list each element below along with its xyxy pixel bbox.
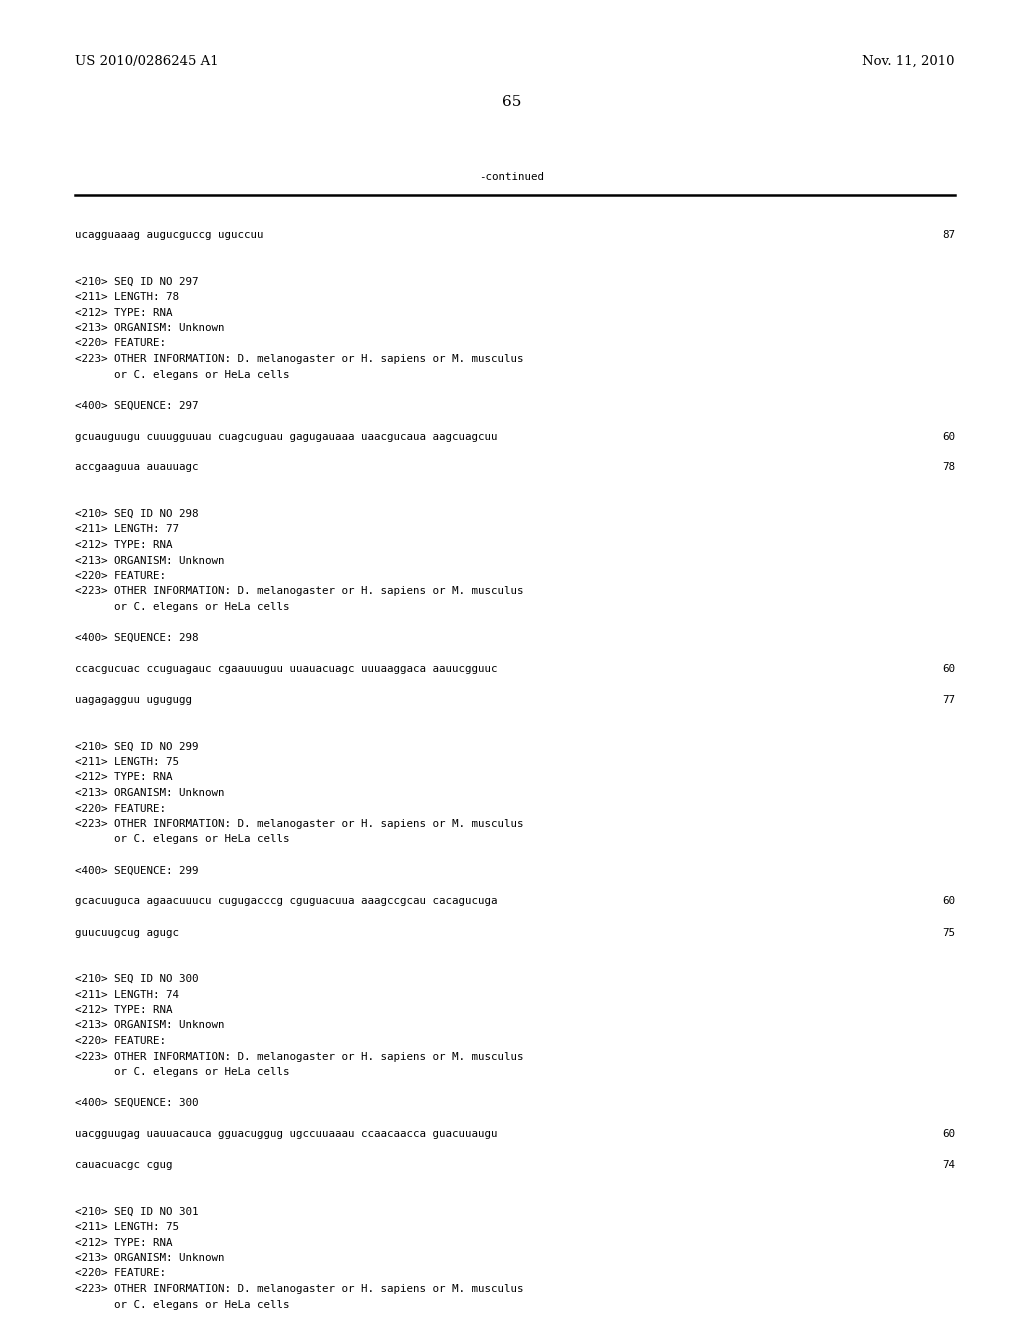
Text: <210> SEQ ID NO 300: <210> SEQ ID NO 300 — [75, 974, 199, 983]
Text: <212> TYPE: RNA: <212> TYPE: RNA — [75, 1005, 172, 1015]
Text: <213> ORGANISM: Unknown: <213> ORGANISM: Unknown — [75, 1253, 224, 1263]
Text: <223> OTHER INFORMATION: D. melanogaster or H. sapiens or M. musculus: <223> OTHER INFORMATION: D. melanogaster… — [75, 586, 523, 597]
Text: gcuauguugu cuuugguuau cuagcuguau gagugauaaa uaacgucaua aagcuagcuu: gcuauguugu cuuugguuau cuagcuguau gagugau… — [75, 432, 498, 441]
Text: <223> OTHER INFORMATION: D. melanogaster or H. sapiens or M. musculus: <223> OTHER INFORMATION: D. melanogaster… — [75, 1284, 523, 1294]
Text: <400> SEQUENCE: 299: <400> SEQUENCE: 299 — [75, 866, 199, 875]
Text: <211> LENGTH: 77: <211> LENGTH: 77 — [75, 524, 179, 535]
Text: 78: 78 — [942, 462, 955, 473]
Text: <220> FEATURE:: <220> FEATURE: — [75, 1269, 166, 1279]
Text: 60: 60 — [942, 664, 955, 675]
Text: cauacuacgc cgug: cauacuacgc cgug — [75, 1160, 172, 1170]
Text: 87: 87 — [942, 230, 955, 240]
Text: <213> ORGANISM: Unknown: <213> ORGANISM: Unknown — [75, 556, 224, 565]
Text: or C. elegans or HeLa cells: or C. elegans or HeLa cells — [75, 1299, 290, 1309]
Text: 60: 60 — [942, 432, 955, 441]
Text: <213> ORGANISM: Unknown: <213> ORGANISM: Unknown — [75, 323, 224, 333]
Text: or C. elegans or HeLa cells: or C. elegans or HeLa cells — [75, 370, 290, 380]
Text: <223> OTHER INFORMATION: D. melanogaster or H. sapiens or M. musculus: <223> OTHER INFORMATION: D. melanogaster… — [75, 354, 523, 364]
Text: <210> SEQ ID NO 301: <210> SEQ ID NO 301 — [75, 1206, 199, 1217]
Text: accgaaguua auauuagc: accgaaguua auauuagc — [75, 462, 199, 473]
Text: <212> TYPE: RNA: <212> TYPE: RNA — [75, 540, 172, 550]
Text: 60: 60 — [942, 1129, 955, 1139]
Text: <400> SEQUENCE: 298: <400> SEQUENCE: 298 — [75, 634, 199, 643]
Text: 74: 74 — [942, 1160, 955, 1170]
Text: <223> OTHER INFORMATION: D. melanogaster or H. sapiens or M. musculus: <223> OTHER INFORMATION: D. melanogaster… — [75, 1052, 523, 1061]
Text: <211> LENGTH: 78: <211> LENGTH: 78 — [75, 292, 179, 302]
Text: <210> SEQ ID NO 297: <210> SEQ ID NO 297 — [75, 276, 199, 286]
Text: <220> FEATURE:: <220> FEATURE: — [75, 572, 166, 581]
Text: <213> ORGANISM: Unknown: <213> ORGANISM: Unknown — [75, 1020, 224, 1031]
Text: <211> LENGTH: 75: <211> LENGTH: 75 — [75, 1222, 179, 1232]
Text: Nov. 11, 2010: Nov. 11, 2010 — [862, 55, 955, 69]
Text: or C. elegans or HeLa cells: or C. elegans or HeLa cells — [75, 834, 290, 845]
Text: ucagguaaag augucguccg uguccuu: ucagguaaag augucguccg uguccuu — [75, 230, 263, 240]
Text: 60: 60 — [942, 896, 955, 907]
Text: or C. elegans or HeLa cells: or C. elegans or HeLa cells — [75, 1067, 290, 1077]
Text: 75: 75 — [942, 928, 955, 937]
Text: <211> LENGTH: 75: <211> LENGTH: 75 — [75, 756, 179, 767]
Text: <212> TYPE: RNA: <212> TYPE: RNA — [75, 772, 172, 783]
Text: uagagagguu ugugugg: uagagagguu ugugugg — [75, 696, 193, 705]
Text: 77: 77 — [942, 696, 955, 705]
Text: 65: 65 — [503, 95, 521, 110]
Text: <400> SEQUENCE: 297: <400> SEQUENCE: 297 — [75, 400, 199, 411]
Text: <212> TYPE: RNA: <212> TYPE: RNA — [75, 1238, 172, 1247]
Text: <213> ORGANISM: Unknown: <213> ORGANISM: Unknown — [75, 788, 224, 799]
Text: <220> FEATURE:: <220> FEATURE: — [75, 1036, 166, 1045]
Text: <212> TYPE: RNA: <212> TYPE: RNA — [75, 308, 172, 318]
Text: <211> LENGTH: 74: <211> LENGTH: 74 — [75, 990, 179, 999]
Text: guucuugcug agugc: guucuugcug agugc — [75, 928, 179, 937]
Text: <220> FEATURE:: <220> FEATURE: — [75, 804, 166, 813]
Text: <220> FEATURE:: <220> FEATURE: — [75, 338, 166, 348]
Text: US 2010/0286245 A1: US 2010/0286245 A1 — [75, 55, 219, 69]
Text: <223> OTHER INFORMATION: D. melanogaster or H. sapiens or M. musculus: <223> OTHER INFORMATION: D. melanogaster… — [75, 818, 523, 829]
Text: <400> SEQUENCE: 300: <400> SEQUENCE: 300 — [75, 1098, 199, 1107]
Text: uacgguugag uauuacauca gguacuggug ugccuuaaau ccaacaacca guacuuaugu: uacgguugag uauuacauca gguacuggug ugccuua… — [75, 1129, 498, 1139]
Text: gcacuuguca agaacuuucu cugugacccg cguguacuua aaagccgcau cacagucuga: gcacuuguca agaacuuucu cugugacccg cguguac… — [75, 896, 498, 907]
Text: or C. elegans or HeLa cells: or C. elegans or HeLa cells — [75, 602, 290, 612]
Text: <210> SEQ ID NO 299: <210> SEQ ID NO 299 — [75, 742, 199, 751]
Text: -continued: -continued — [479, 172, 545, 182]
Text: <210> SEQ ID NO 298: <210> SEQ ID NO 298 — [75, 510, 199, 519]
Text: ccacgucuac ccuguagauc cgaauuuguu uuauacuagc uuuaaggaca aauucgguuc: ccacgucuac ccuguagauc cgaauuuguu uuauacu… — [75, 664, 498, 675]
